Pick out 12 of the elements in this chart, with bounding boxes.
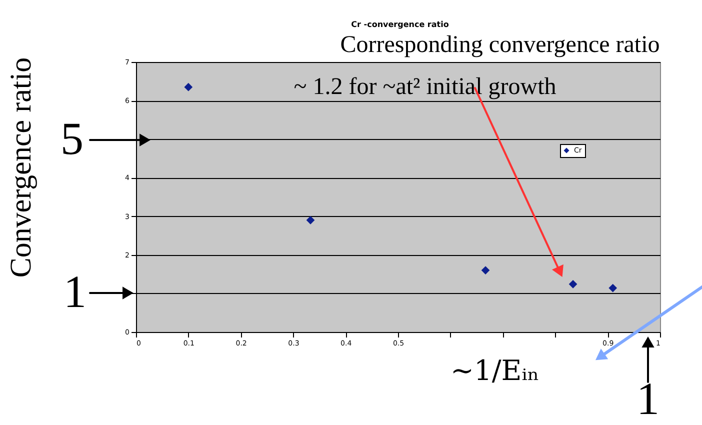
annotation: ~ 1.2 for ~at² initial growth — [294, 74, 556, 100]
chart-title: Cr -convergence ratio — [351, 20, 450, 29]
x-axis-title: ~1/Eᵢₙ — [450, 354, 540, 387]
point — [184, 82, 193, 92]
text: 1 — [636, 373, 660, 424]
text: Corresponding convergence ratio — [340, 32, 660, 58]
y-axis-title: Convergence ratio — [4, 57, 38, 278]
point — [306, 216, 315, 224]
point — [481, 266, 490, 274]
text: 5 — [60, 113, 84, 164]
point — [608, 284, 618, 292]
point — [568, 280, 578, 288]
